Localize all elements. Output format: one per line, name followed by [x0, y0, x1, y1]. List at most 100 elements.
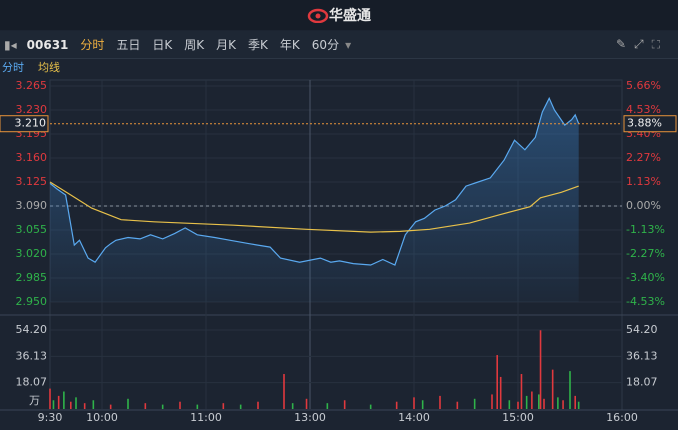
tab[interactable]: 月K [216, 38, 237, 52]
current-box [0, 115, 49, 133]
volume-bar [525, 395, 528, 409]
volume-bar [538, 394, 540, 409]
y-tick-label: 3.090 [16, 199, 48, 212]
x-tick-label: 11:00 [190, 411, 222, 424]
volume-bar [291, 403, 294, 409]
legend-entry: 分时 [2, 61, 24, 74]
volume-bar [92, 400, 95, 409]
volume-bar [283, 374, 285, 409]
volume-bar [569, 371, 571, 409]
volume-bar [305, 398, 308, 409]
volume-bar [456, 401, 459, 409]
tool-icons[interactable]: ✎⤢⛶ [615, 37, 668, 51]
volume-bar [395, 401, 398, 409]
y-tick-label: 2.985 [16, 271, 48, 284]
volume-bar [70, 401, 72, 409]
y2-tick-label: -2.27% [626, 247, 665, 260]
volume-bar [491, 394, 493, 409]
volume-bar [369, 404, 372, 409]
volume-unit: 万 [29, 394, 40, 407]
stock-code: 00631 [26, 37, 69, 52]
volume-bar [109, 404, 112, 409]
volume-tick-label: 54.20 [626, 323, 658, 336]
y-tick-label: 3.265 [16, 79, 48, 92]
tab[interactable]: 五日 [116, 38, 141, 52]
x-tick-label: 10:00 [86, 411, 118, 424]
y2-tick-label: 5.66% [626, 79, 661, 92]
chart: 分时 均线3.2653.2303.1953.1603.1253.0903.0553… [0, 60, 678, 424]
volume-bar [531, 391, 533, 409]
volume-bar [496, 355, 498, 409]
tabs: 分时 五日 日K 周K 月K 季K 年K 60分 [68, 36, 339, 53]
volume-bar [577, 401, 580, 409]
change-box [623, 115, 677, 133]
toolbar: ▮◂ 00631 分时 五日 日K 周K 月K 季K 年K 60分 ▾ ✎⤢⛶ [0, 31, 678, 59]
volume-tick-label: 18.07 [626, 376, 658, 389]
y2-tick-label: -4.53% [626, 295, 665, 308]
price-area [50, 98, 579, 302]
volume-bar [543, 398, 545, 409]
volume-bar [574, 395, 576, 409]
tab[interactable]: 周K [184, 38, 205, 52]
volume-bar [499, 376, 502, 409]
y-tick-label: 3.020 [16, 247, 48, 260]
tab[interactable]: 季K [248, 38, 268, 52]
x-tick-label: 13:00 [294, 411, 326, 424]
legend-entry: 均线 [38, 60, 60, 74]
tab[interactable]: 60分 [311, 38, 340, 52]
logo-icon [307, 8, 329, 23]
volume-bar [421, 400, 424, 409]
volume-bar [343, 400, 346, 409]
y2-tick-label: 2.27% [626, 151, 661, 164]
y2-tick-label: -3.40% [626, 271, 665, 284]
volume-bar [75, 397, 77, 409]
y-tick-label: 2.950 [16, 295, 48, 308]
volume-bar [83, 403, 86, 409]
volume-bar [413, 397, 415, 409]
volume-bar [127, 398, 129, 409]
y2-tick-label: 1.13% [626, 175, 661, 188]
tab[interactable]: 年K [279, 38, 300, 52]
back-icon[interactable]: ▮◂ [4, 37, 17, 52]
y-tick-label: 3.230 [16, 103, 48, 116]
volume-bar [326, 403, 329, 409]
y-tick-label: 3.160 [16, 151, 48, 164]
volume-bar [179, 401, 181, 409]
volume-bar [49, 388, 51, 409]
y-tick-label: 3.125 [16, 175, 48, 188]
tab[interactable]: 分时 [80, 38, 105, 52]
volume-bar [161, 404, 164, 409]
volume-bar [439, 395, 441, 409]
volume-tick-label: 18.07 [16, 376, 48, 389]
volume-bar [57, 395, 60, 409]
volume-bar [508, 400, 511, 409]
y2-tick-label: 0.00% [626, 199, 661, 212]
volume-bar [52, 400, 55, 409]
y2-tick-label: 4.53% [626, 103, 661, 116]
volume-bar [557, 397, 559, 409]
current-label: 3.210 [15, 117, 47, 130]
x-tick-label: 15:00 [502, 411, 534, 424]
volume-bar [144, 403, 147, 409]
dropdown-icon[interactable]: ▾ [345, 37, 352, 52]
volume-tick-label: 54.20 [16, 323, 48, 336]
volume-tick-label: 36.13 [16, 349, 48, 362]
volume-bar [257, 401, 259, 409]
brand: 华盛通 [329, 8, 371, 24]
x-tick-label: 9:30 [38, 411, 63, 424]
volume-bar [520, 374, 523, 409]
series-line [49, 181, 579, 233]
volume-bar [222, 403, 225, 409]
series-line [49, 96, 580, 266]
volume-bar [473, 398, 476, 409]
volume-bar [539, 330, 542, 409]
y2-tick-label: -1.13% [626, 223, 665, 236]
x-tick-label: 16:00 [606, 411, 638, 424]
y-tick-label: 3.055 [16, 223, 48, 236]
x-tick-label: 14:00 [398, 411, 430, 424]
volume-bar [63, 391, 65, 409]
change-label: 3.88% [627, 117, 662, 130]
tab[interactable]: 日K [152, 38, 173, 52]
volume-bar [196, 404, 199, 409]
